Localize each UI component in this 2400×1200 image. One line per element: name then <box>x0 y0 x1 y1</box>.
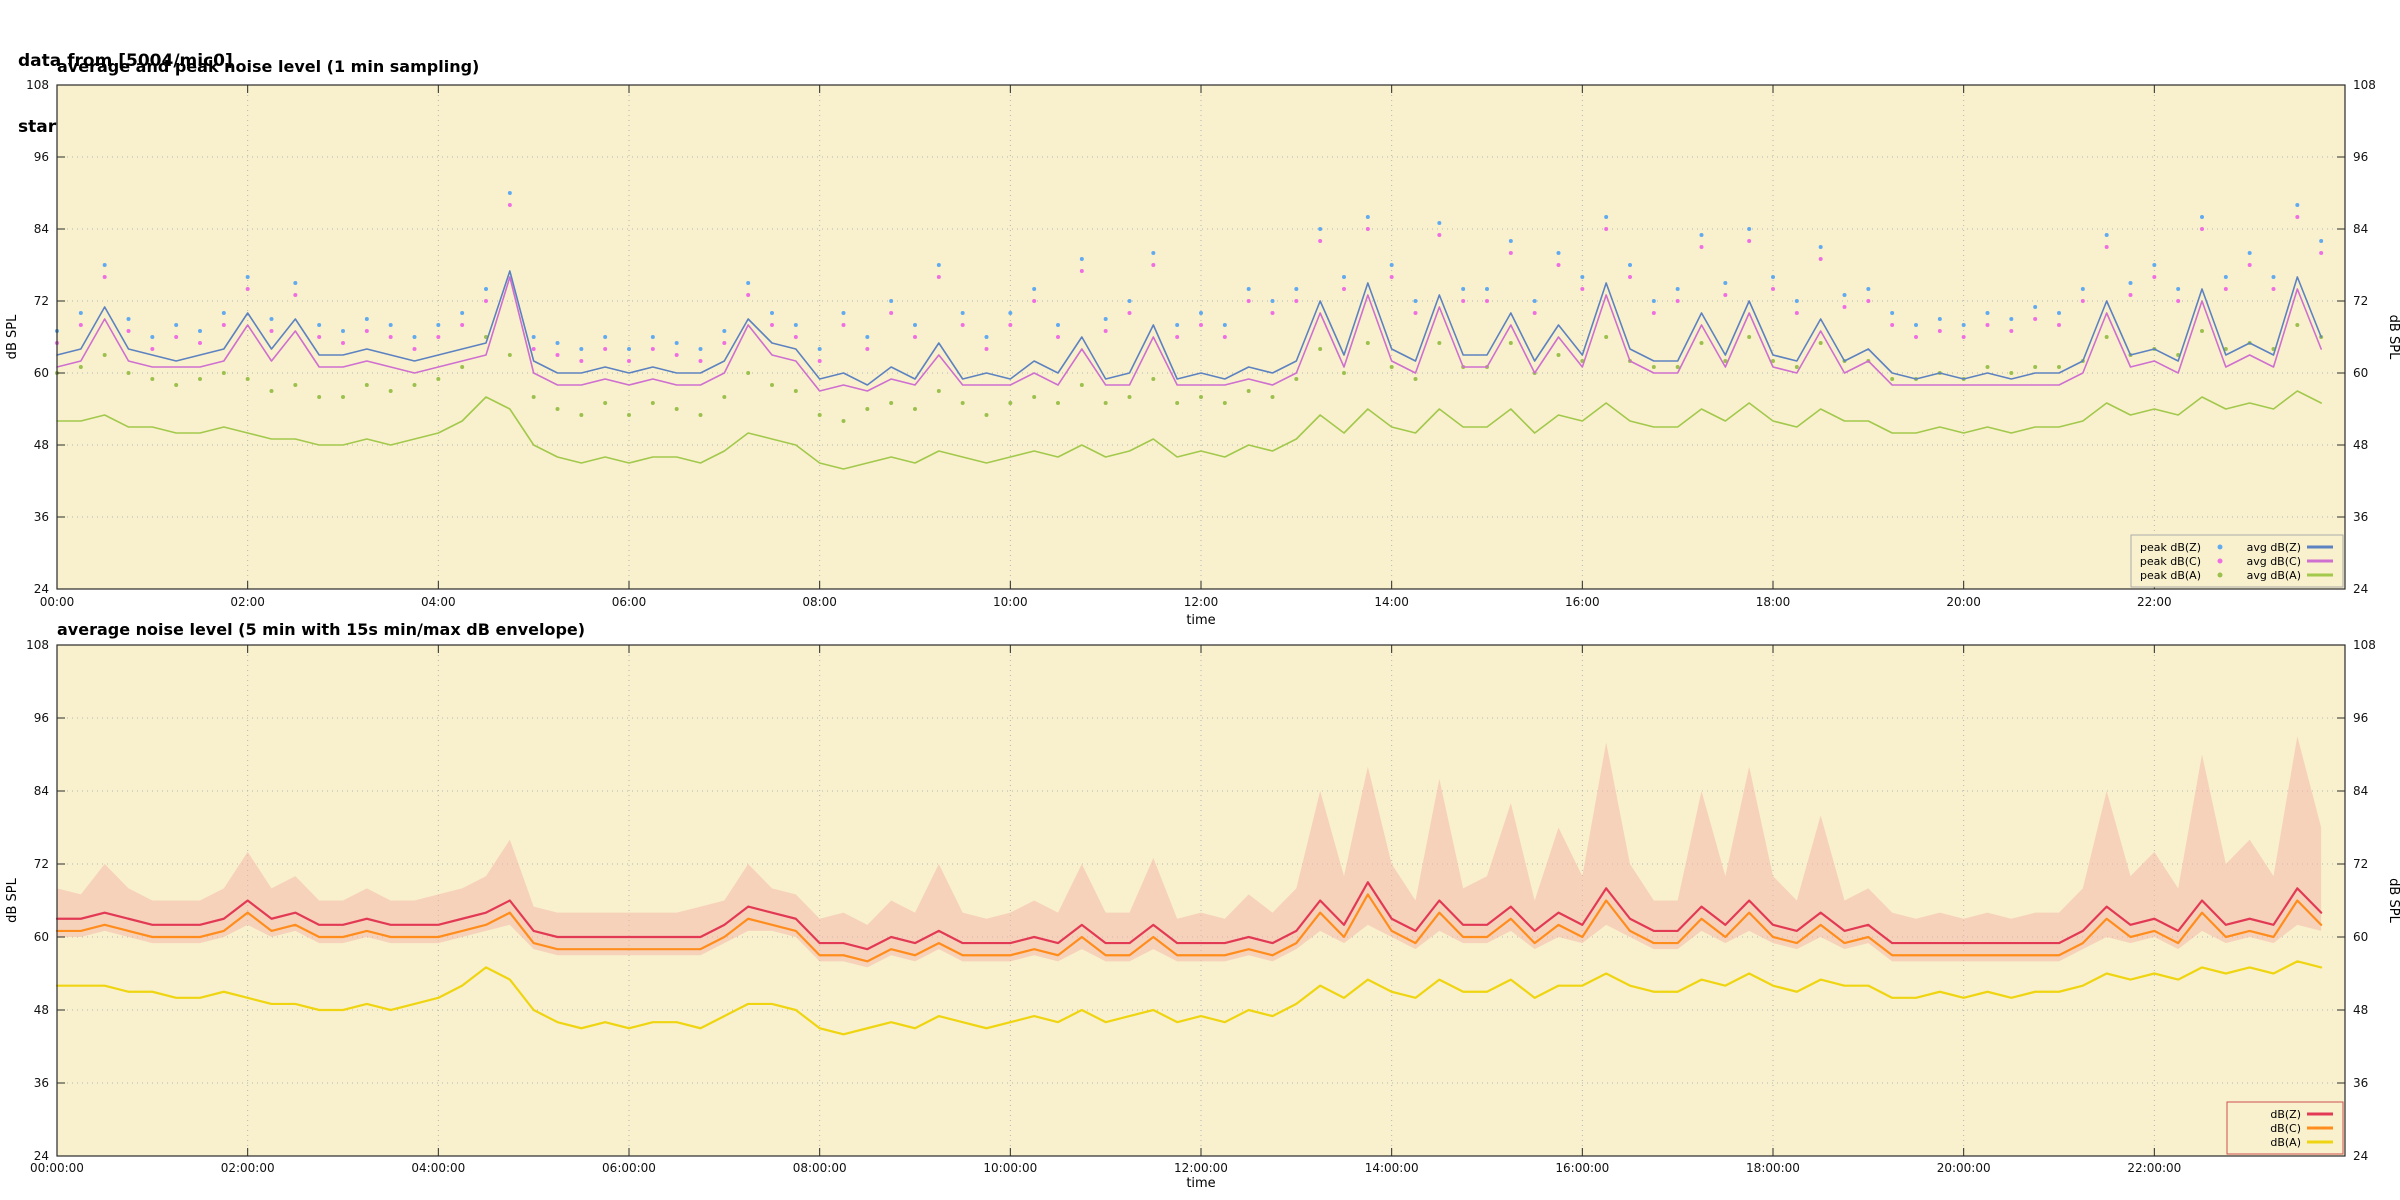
svg-text:14:00:00: 14:00:00 <box>1365 1161 1419 1175</box>
svg-text:48: 48 <box>2353 438 2368 452</box>
svg-text:48: 48 <box>34 1003 49 1017</box>
svg-text:96: 96 <box>2353 711 2368 725</box>
bottom-chart-average-envelope: 24 24 36 36 48 48 60 60 72 72 84 84 96 96 108 108 00:00:… <box>5 620 2400 1191</box>
svg-text:02:00:00: 02:00:00 <box>221 1161 275 1175</box>
svg-text:60: 60 <box>34 366 49 380</box>
svg-text:dB SPL: dB SPL <box>2386 315 2400 360</box>
svg-text:108: 108 <box>2353 78 2376 92</box>
svg-text:24: 24 <box>2353 1149 2368 1163</box>
svg-text:48: 48 <box>34 438 49 452</box>
svg-text:12:00:00: 12:00:00 <box>1174 1161 1228 1175</box>
svg-text:00:00: 00:00 <box>40 595 75 609</box>
svg-text:04:00: 04:00 <box>421 595 456 609</box>
svg-text:time: time <box>1186 613 1215 628</box>
svg-text:08:00:00: 08:00:00 <box>793 1161 847 1175</box>
svg-text:06:00: 06:00 <box>612 595 647 609</box>
svg-text:72: 72 <box>2353 857 2368 871</box>
svg-text:16:00: 16:00 <box>1565 595 1600 609</box>
svg-text:dB(Z): dB(Z) <box>2270 1108 2301 1121</box>
svg-text:dB SPL: dB SPL <box>2386 878 2400 923</box>
svg-text:24: 24 <box>2353 582 2368 596</box>
svg-text:72: 72 <box>2353 294 2368 308</box>
svg-text:avg dB(Z): avg dB(Z) <box>2247 541 2301 554</box>
svg-text:avg dB(C): avg dB(C) <box>2246 555 2301 568</box>
svg-text:84: 84 <box>34 222 49 236</box>
svg-text:84: 84 <box>2353 222 2368 236</box>
svg-text:20:00:00: 20:00:00 <box>1937 1161 1991 1175</box>
svg-text:10:00: 10:00 <box>993 595 1028 609</box>
svg-text:72: 72 <box>34 857 49 871</box>
svg-text:60: 60 <box>2353 930 2368 944</box>
svg-text:14:00: 14:00 <box>1374 595 1409 609</box>
svg-text:84: 84 <box>2353 784 2368 798</box>
svg-text:72: 72 <box>34 294 49 308</box>
svg-text:peak dB(C): peak dB(C) <box>2140 555 2201 568</box>
svg-text:18:00: 18:00 <box>1756 595 1791 609</box>
svg-text:16:00:00: 16:00:00 <box>1555 1161 1609 1175</box>
svg-text:24: 24 <box>34 1149 49 1163</box>
svg-text:22:00:00: 22:00:00 <box>2127 1161 2181 1175</box>
svg-text:48: 48 <box>2353 1003 2368 1017</box>
top-chart-average-and-peak: 24 24 36 36 48 48 60 60 72 72 84 84 96 96 108 108 00:00 0… <box>5 57 2400 628</box>
svg-text:96: 96 <box>2353 150 2368 164</box>
header-line1: data from [5004/mic0] <box>18 51 233 72</box>
svg-text:12:00: 12:00 <box>1184 595 1219 609</box>
svg-text:22:00: 22:00 <box>2137 595 2172 609</box>
svg-text:84: 84 <box>34 784 49 798</box>
svg-text:average noise level (5 min wit: average noise level (5 min with 15s min/… <box>57 620 585 639</box>
svg-text:dB SPL: dB SPL <box>5 877 20 922</box>
svg-text:dB(C): dB(C) <box>2270 1122 2301 1135</box>
svg-text:18:00:00: 18:00:00 <box>1746 1161 1800 1175</box>
svg-text:02:00: 02:00 <box>230 595 265 609</box>
svg-text:10:00:00: 10:00:00 <box>983 1161 1037 1175</box>
svg-text:dB(A): dB(A) <box>2270 1136 2301 1149</box>
svg-text:108: 108 <box>2353 638 2376 652</box>
svg-text:00:00:00: 00:00:00 <box>30 1161 84 1175</box>
svg-text:time: time <box>1186 1176 1215 1191</box>
svg-text:04:00:00: 04:00:00 <box>411 1161 465 1175</box>
svg-text:peak dB(A): peak dB(A) <box>2140 569 2201 582</box>
svg-text:24: 24 <box>34 582 49 596</box>
svg-text:36: 36 <box>34 510 49 524</box>
svg-text:60: 60 <box>2353 366 2368 380</box>
svg-text:20:00: 20:00 <box>1946 595 1981 609</box>
svg-text:avg dB(A): avg dB(A) <box>2247 569 2301 582</box>
svg-text:108: 108 <box>26 78 49 92</box>
svg-text:08:00: 08:00 <box>802 595 837 609</box>
svg-text:96: 96 <box>34 150 49 164</box>
svg-text:36: 36 <box>2353 1076 2368 1090</box>
svg-text:dB SPL: dB SPL <box>5 314 20 359</box>
svg-text:06:00:00: 06:00:00 <box>602 1161 656 1175</box>
svg-text:96: 96 <box>34 711 49 725</box>
svg-text:60: 60 <box>34 930 49 944</box>
svg-text:peak dB(Z): peak dB(Z) <box>2140 541 2201 554</box>
svg-text:36: 36 <box>34 1076 49 1090</box>
svg-text:average and peak noise level (: average and peak noise level (1 min samp… <box>57 57 479 76</box>
svg-text:108: 108 <box>26 638 49 652</box>
svg-text:36: 36 <box>2353 510 2368 524</box>
